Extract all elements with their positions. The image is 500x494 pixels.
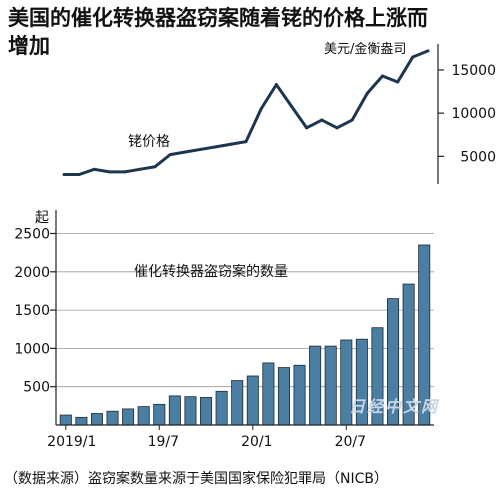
theft-count-bar bbox=[153, 403, 166, 426]
theft-count-bar bbox=[59, 414, 72, 426]
x-tick-label: 2019/1 bbox=[47, 434, 96, 450]
price-point bbox=[411, 55, 415, 59]
count-tick-label: 500 bbox=[23, 380, 50, 396]
count-tick-label: 1500 bbox=[14, 303, 50, 319]
theft-count-bar bbox=[184, 396, 197, 426]
rhodium-price-series-label: 铑价格 bbox=[128, 134, 170, 150]
price-point bbox=[305, 126, 309, 130]
theft-count-bar bbox=[90, 413, 103, 426]
price-point bbox=[138, 167, 142, 171]
x-tick-label: 20/1 bbox=[241, 434, 272, 450]
theft-count-bar bbox=[122, 408, 135, 426]
price-point bbox=[290, 104, 293, 108]
x-tick-label: 20/7 bbox=[335, 434, 366, 450]
theft-count-bar bbox=[137, 406, 150, 426]
theft-count-bar bbox=[262, 362, 275, 426]
price-point bbox=[229, 142, 233, 146]
price-point bbox=[123, 170, 127, 174]
count-tick-label: 2000 bbox=[14, 265, 50, 281]
price-unit-label: 美元/金衡盎司 bbox=[324, 42, 407, 57]
count-tick-label: 1000 bbox=[14, 341, 50, 357]
theft-count-bar bbox=[200, 397, 213, 426]
chart-title: 美国的催化转换器盗窃案随着铑的价格上涨而增加 bbox=[8, 6, 428, 58]
watermark-logo: 日经中文网 bbox=[349, 397, 440, 416]
rhodium-price-line-chart: 5000 10000 15000 铑价格 bbox=[62, 44, 496, 184]
theft-count-bar bbox=[324, 345, 337, 426]
theft-count-bar bbox=[277, 367, 290, 426]
price-point bbox=[396, 80, 400, 84]
price-point bbox=[199, 147, 202, 151]
price-point bbox=[92, 167, 96, 171]
theft-count-bar bbox=[75, 416, 88, 426]
count-axis-unit: 起 bbox=[35, 210, 49, 226]
theft-count-bar bbox=[246, 375, 259, 426]
price-tick-label: 15000 bbox=[451, 63, 496, 79]
theft-count-bar bbox=[293, 364, 306, 426]
price-point bbox=[244, 140, 248, 144]
price-point bbox=[274, 83, 278, 87]
price-point bbox=[77, 172, 81, 176]
price-point bbox=[153, 165, 157, 169]
price-point bbox=[381, 74, 384, 78]
theft-count-bar bbox=[231, 380, 244, 426]
theft-count-bar bbox=[168, 395, 181, 426]
price-point bbox=[350, 118, 354, 122]
price-point bbox=[335, 126, 339, 130]
count-tick-label: 2500 bbox=[14, 226, 50, 242]
price-point bbox=[62, 172, 66, 176]
price-tick-label: 5000 bbox=[460, 149, 496, 165]
theft-count-bar bbox=[215, 390, 228, 426]
price-point bbox=[259, 107, 263, 111]
source-note: （数据来源）盗窃案数量来源于美国国家保险犯罪局（NICB） bbox=[4, 471, 388, 487]
theft-count-bar bbox=[309, 345, 322, 426]
theft-count-series-label: 催化转换器盗窃案的数量 bbox=[134, 263, 288, 280]
price-point bbox=[108, 170, 111, 174]
price-point bbox=[214, 145, 218, 149]
price-point bbox=[168, 153, 172, 157]
price-point bbox=[365, 91, 369, 95]
theft-count-bar bbox=[106, 410, 119, 426]
price-point bbox=[183, 150, 187, 154]
x-tick-label: 19/7 bbox=[148, 434, 179, 450]
rhodium-price-series bbox=[64, 49, 429, 176]
price-point bbox=[320, 118, 324, 122]
price-tick-label: 10000 bbox=[451, 106, 496, 122]
price-point bbox=[426, 49, 430, 53]
